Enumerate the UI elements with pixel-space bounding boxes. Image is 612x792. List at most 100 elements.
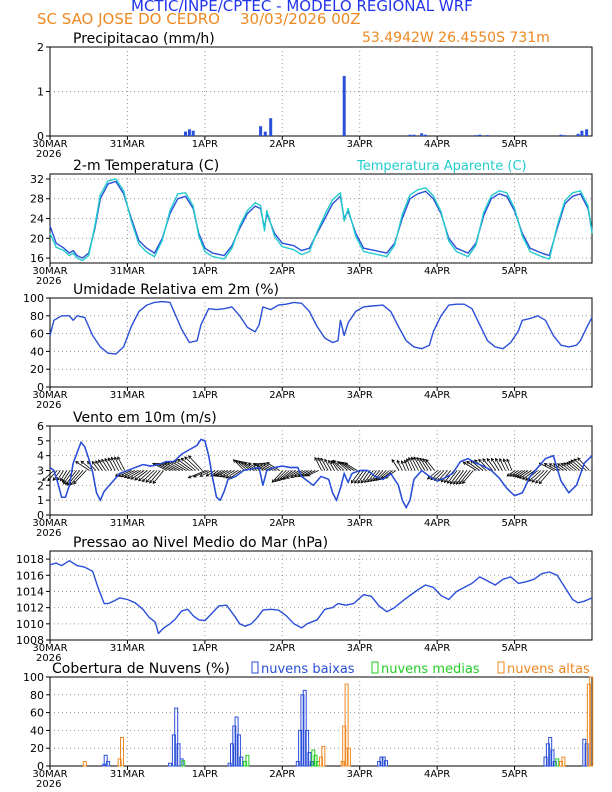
panel-precip: 0 1 2 30MAR 31MAR 1APR 2APR 3APR 4APR 5APR 2026 Pre… [32,31,593,160]
wind-arrow [538,470,552,484]
wind-arrow [142,470,155,482]
wind-arrow [341,462,355,471]
legend-nuvens-medias: nuvens medias [381,662,480,677]
wind-arrow [62,470,71,483]
bar-precipitacao [486,135,489,136]
x-tick-label: 3APR [347,769,373,780]
bar-nuvens-baixas [103,754,108,767]
y-tick-label: 0 [37,760,44,773]
wind-arrow-head [271,479,276,483]
bar-nuvens-altas [342,725,347,767]
bar-nuvens-medias [181,760,186,767]
wind-arrow-head [274,478,278,483]
wind-arrow-head [502,458,507,463]
bar-precipitacao [184,131,187,136]
wind-arrow [213,470,222,477]
wind-arrow-head [570,459,575,464]
wind-arrow [225,470,239,479]
y-tick-label: 0 [37,130,44,143]
wind-arrow-head [519,475,523,479]
wind-arrow [466,461,480,471]
wind-arrow [304,470,316,477]
wind-arrow [298,470,309,477]
wind-arrow-head [164,462,168,466]
location-label: SC SAO JOSE DO CEDRO [37,10,220,28]
wind-arrow-head [177,458,181,463]
x-tick-label: 4APR [424,769,450,780]
wind-arrow [419,457,429,471]
bar-nuvens-medias [555,758,560,767]
wind-arrow [531,470,545,483]
wind-arrow-head [222,474,227,478]
bar-precipitacao [408,134,412,136]
wind-arrow [215,470,226,477]
wind-arrow-head [101,458,105,463]
wind-arrow [307,470,319,477]
wind-arrow-head [134,477,138,481]
wind-arrow-head [367,478,371,483]
wind-arrow-head [452,481,457,485]
bar-nuvens-baixas [550,749,555,767]
wind-arrow [104,458,113,471]
wind-arrow-head [509,473,514,477]
bar-precipitacao [342,75,346,136]
bar-nuvens-altas [344,683,349,767]
wind-arrow-head [123,474,128,478]
wind-arrow-head [149,479,153,484]
wind-arrow [561,463,571,471]
wind-arrow-head [107,457,112,461]
x-tick-label: 2APR [269,139,295,150]
wind-arrow-head [568,460,573,465]
bar-nuvens-baixas [230,743,234,767]
x-tick-label: 2APR [269,769,295,780]
wind-arrow [434,470,445,481]
wind-arrow [416,457,426,471]
wind-arrow [357,470,368,484]
wind-arrow-head [354,480,358,484]
bar-precipitacao [563,135,567,136]
wind-arrow-head [455,481,460,485]
panel-frame [49,297,593,388]
x-tick-label: 31MAR [110,643,145,654]
bar-nuvens-altas [319,756,323,767]
wind-arrow-head [425,458,429,463]
wind-arrow [220,470,232,478]
wind-arrow-head [314,456,318,461]
wind-arrow [512,470,522,477]
wind-arrow [274,470,287,482]
bar-nuvens-medias [311,749,316,767]
wind-arrow [280,470,293,481]
panel-clouds: 0 20 40 60 80 100 30MAR 31MAR 1APR 2APR 3APR 4APR 5A… [23,661,594,790]
wind-arrow [60,470,68,482]
legend-swatch [251,661,259,674]
bar-nuvens-baixas [176,743,181,767]
bar-nuvens-baixas [543,756,548,767]
wind-arrow-head [486,457,491,462]
panel-title: Vento em 10m (m/s) [73,410,217,426]
y-tick-label: 24 [30,213,44,226]
wind-arrow [506,470,516,477]
bar-nuvens-altas [586,683,591,767]
bar-nuvens-baixas [227,762,232,767]
coordinates-label: 53.4942W 26.4550S 731m [362,30,550,46]
y-tick-label: 20 [30,742,44,755]
wind-arrow-head [141,478,146,483]
wind-arrow-head [375,477,380,481]
wind-arrow [216,470,229,477]
wind-arrow-head [499,457,503,462]
wind-arrow [235,460,248,471]
x-tick-label: 3APR [347,518,373,529]
wind-arrow-head [235,459,240,464]
wind-arrow-head [512,473,517,477]
wind-arrow [509,470,519,477]
wind-arrow [149,470,161,484]
bar-nuvens-altas [589,676,594,767]
bar-nuvens-baixas [545,743,550,767]
wind-arrow-head [282,476,287,480]
x-tick-label: 3APR [347,139,373,150]
wind-arrow [263,462,277,471]
wind-arrow [515,470,526,478]
wind-arrow-head [73,480,77,485]
wind-arrow [222,470,235,478]
